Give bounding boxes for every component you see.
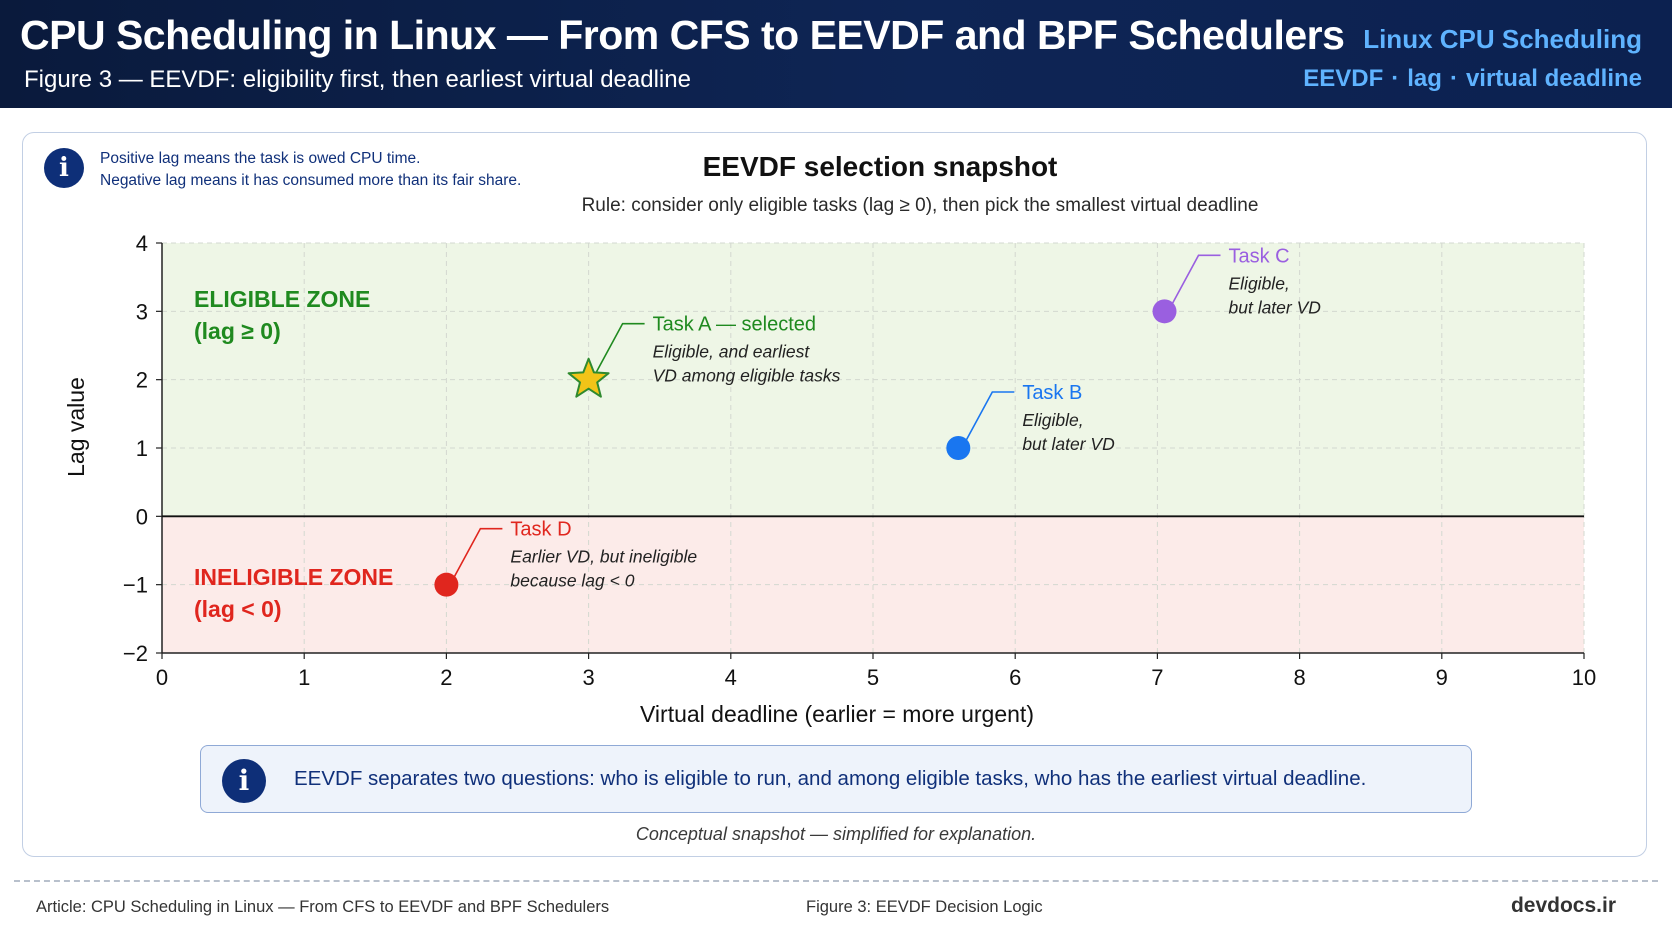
task-b-description: Eligible,	[1022, 410, 1083, 430]
y-tick-label: 2	[136, 368, 148, 393]
y-axis-label: Lag value	[63, 377, 89, 477]
chart-rule: Rule: consider only eligible tasks (lag …	[581, 195, 1259, 216]
x-tick-label: 5	[867, 665, 879, 690]
summary-text: EEVDF separates two questions: who is el…	[294, 767, 1367, 790]
lag-note-line-1: Positive lag means the task is owed CPU …	[100, 150, 421, 167]
tag-separator: ·	[1449, 65, 1458, 92]
task-d-marker	[434, 572, 459, 597]
y-tick-label: 4	[136, 231, 148, 256]
y-tick-label: 0	[136, 504, 148, 529]
lag-note-line-2: Negative lag means it has consumed more …	[100, 172, 522, 189]
keyword-eevdf: EEVDF	[1303, 65, 1384, 92]
topic-tag: Linux CPU Scheduling	[1363, 24, 1642, 54]
task-a-description: VD among eligible tasks	[653, 366, 841, 386]
summary-callout	[200, 745, 1472, 813]
task-b-description: but later VD	[1022, 434, 1115, 454]
ineligible-zone-condition: (lag < 0)	[194, 596, 282, 622]
y-tick-label: 1	[136, 436, 148, 461]
task-c-label: Task C	[1229, 245, 1290, 267]
task-d-leader-line	[453, 527, 503, 578]
x-tick-label: 1	[298, 665, 310, 690]
footer-divider	[14, 880, 1658, 882]
ineligible-zone-label: INELIGIBLE ZONE	[194, 564, 393, 590]
x-tick-label: 10	[1572, 665, 1596, 690]
eligible-zone-label: ELIGIBLE ZONE	[194, 286, 370, 312]
y-tick-label: −1	[123, 573, 148, 598]
task-a-label: Task A — selected	[653, 314, 816, 336]
info-icon: i	[222, 759, 266, 803]
footer-figure: Figure 3: EEVDF Decision Logic	[806, 898, 1043, 916]
x-tick-label: 9	[1436, 665, 1448, 690]
figure-subtitle: Figure 3 — EEVDF: eligibility first, the…	[24, 66, 691, 93]
task-a-leader-line	[595, 322, 645, 373]
task-d-label: Task D	[510, 519, 571, 541]
task-c-leader-line	[1171, 254, 1221, 304]
lag-note: Positive lag means the task is owed CPU …	[100, 148, 521, 192]
keyword-virtual-deadline: virtual deadline	[1465, 65, 1642, 92]
footer-article: Article: CPU Scheduling in Linux — From …	[36, 898, 610, 916]
x-tick-label: 8	[1293, 665, 1305, 690]
page-title: CPU Scheduling in Linux — From CFS to EE…	[20, 12, 1345, 58]
task-d-description: because lag < 0	[510, 571, 634, 591]
x-axis-label: Virtual deadline (earlier = more urgent)	[640, 701, 1034, 727]
task-a-description: Eligible, and earliest	[653, 342, 811, 362]
task-b-leader-line	[965, 391, 1015, 441]
x-tick-label: 6	[1009, 665, 1021, 690]
y-tick-label: 3	[136, 299, 148, 324]
x-tick-label: 2	[440, 665, 452, 690]
task-c-description: Eligible,	[1229, 273, 1290, 293]
task-a-marker	[567, 357, 610, 398]
x-tick-label: 7	[1151, 665, 1163, 690]
keyword-tags: EEVDF · lag · virtual deadline	[1303, 65, 1642, 93]
keyword-lag: lag	[1407, 65, 1442, 92]
x-tick-label: 4	[725, 665, 737, 690]
figure-caption: Conceptual snapshot — simplified for exp…	[635, 824, 1037, 844]
info-icon: i	[44, 148, 84, 188]
task-b-label: Task B	[1022, 382, 1082, 404]
header-banner: CPU Scheduling in Linux — From CFS to EE…	[0, 0, 1672, 108]
footer-site: devdocs.ir	[1510, 894, 1616, 917]
task-c-description: but later VD	[1229, 297, 1322, 317]
chart-title: EEVDF selection snapshot	[702, 151, 1058, 182]
task-b-marker	[946, 436, 971, 460]
x-tick-label: 0	[156, 665, 168, 690]
eligible-zone-condition: (lag ≥ 0)	[194, 318, 281, 344]
y-tick-label: −2	[123, 641, 148, 666]
tag-separator: ·	[1391, 65, 1400, 92]
task-d-description: Earlier VD, but ineligible	[510, 547, 697, 567]
task-c-marker	[1152, 299, 1177, 324]
x-tick-label: 3	[582, 665, 594, 690]
